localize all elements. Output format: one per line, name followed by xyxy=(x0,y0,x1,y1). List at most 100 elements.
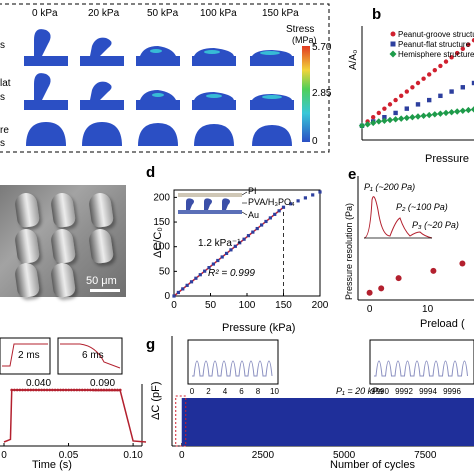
chart-f-point-21 xyxy=(67,388,71,392)
chart-d-xlabel: Pressure (kPa) xyxy=(222,322,296,334)
chart-f-point-10 xyxy=(37,388,41,392)
colorbar-max: 5.70 xyxy=(312,42,332,53)
chart-b-point-1-8 xyxy=(449,89,454,94)
chart-f-xtick-label-1: 0.05 xyxy=(59,450,79,461)
inset-microstructure-1 xyxy=(204,198,212,210)
inset-pi-layer xyxy=(178,193,242,197)
chart-d-point-17 xyxy=(246,234,251,238)
chart-f-point-36 xyxy=(107,388,111,392)
chart-d-point-20 xyxy=(260,223,264,227)
chart-f-point-34 xyxy=(102,388,106,392)
chart-d-ytick-label-0: 0 xyxy=(164,291,170,302)
chart-d-point-7 xyxy=(203,269,207,273)
chart-g-xtick-label-2: 5000 xyxy=(333,450,356,461)
chart-f-point-23 xyxy=(72,388,76,392)
chart-f-point-6 xyxy=(26,388,30,392)
chart-g-inset-right-tick-3: 9996 xyxy=(443,387,461,396)
chart-f-point-8 xyxy=(32,388,35,392)
chart-f-point-14 xyxy=(48,388,52,392)
chart-d-r2: R² = 0.999 xyxy=(208,268,255,279)
colorbar-unit: (MPa) xyxy=(292,35,317,45)
inset-pointer-au xyxy=(241,211,248,216)
inset-au-layer xyxy=(178,210,242,214)
chart-b-point-0-13 xyxy=(432,67,437,73)
panel-letter-e: e xyxy=(348,166,357,183)
chart-b-point-1-4 xyxy=(404,106,409,111)
chart-b-point-1-6 xyxy=(427,97,432,103)
pressure-label-2: 50 kPa xyxy=(147,8,179,19)
chart-f-point-38 xyxy=(113,388,117,392)
chart-f-point-9 xyxy=(34,388,38,392)
chart-d-point-22 xyxy=(268,216,272,220)
chart-b-point-2-10 xyxy=(414,113,422,120)
chart-d-point-4 xyxy=(189,280,194,284)
chart-f-point-11 xyxy=(40,388,43,392)
chart-g-inset-right-tick-1: 9992 xyxy=(395,387,413,396)
chart-g-inset-right-tick-2: 9994 xyxy=(419,387,437,396)
chart-b-point-2-3 xyxy=(375,118,382,125)
chart-g-inset-right-tick-0: 9990 xyxy=(371,387,389,396)
chart-d-ytick-label-3: 150 xyxy=(153,217,170,228)
chart-b-point-2-18 xyxy=(459,107,466,114)
chart-g-xlabel: Number of cycles xyxy=(330,459,415,471)
row-label-3: re xyxy=(0,125,9,136)
chart-d-point-14 xyxy=(233,244,237,248)
pressure-label-4: 150 kPa xyxy=(262,8,299,19)
row-label-1: lat xyxy=(0,78,11,89)
chart-g-zoom-box xyxy=(175,395,187,447)
chart-d-point-5 xyxy=(194,276,198,280)
chart-d-point-25 xyxy=(281,205,286,209)
chart-g-band xyxy=(181,398,474,446)
chart-b-point-0-4 xyxy=(382,106,387,111)
chart-d-ytick-label-2: 100 xyxy=(153,242,170,253)
chart-f-point-28 xyxy=(86,388,90,392)
inset-label-p2: P₂ (~100 Pa) xyxy=(396,202,448,212)
chart-b-point-1-3 xyxy=(393,110,398,116)
inset-tick-fall: 0.090 xyxy=(90,378,116,389)
chart-b-point-2-14 xyxy=(437,110,444,117)
chart-f-point-12 xyxy=(42,388,46,392)
chart-g-inset-left-tick-1: 2 xyxy=(206,387,211,396)
chart-f-point-33 xyxy=(99,388,103,392)
chart-b-point-2-15 xyxy=(442,109,450,117)
chart-g-xtick-label-1: 2500 xyxy=(252,450,275,461)
chart-f-point-39 xyxy=(116,388,119,392)
row-label-2: s xyxy=(0,92,5,103)
chart-g-xtick-label-3: 7500 xyxy=(414,450,437,461)
chart-g-inset-left-tick-3: 6 xyxy=(239,387,244,396)
layer-label-pva: PVA/H₃PO₄ xyxy=(248,197,295,207)
fea-simulation-grid xyxy=(24,29,310,146)
chart-b-legend-marker-2 xyxy=(389,50,397,58)
chart-f-point-35 xyxy=(105,388,109,392)
chart-d-point-1 xyxy=(176,290,180,295)
chart-d-xtick-label-3: 150 xyxy=(275,300,292,311)
chart-d-point-6 xyxy=(198,273,202,277)
chart-b-point-2-12 xyxy=(426,111,433,119)
chart-b-point-2-6 xyxy=(392,116,399,123)
chart-d-ytick-label-4: 200 xyxy=(153,192,170,203)
chart-f-point-37 xyxy=(110,388,114,392)
inset-pointer-pi xyxy=(241,191,248,196)
chart-b-legend-marker-0 xyxy=(390,31,396,37)
chart-d-xtick-label-2: 100 xyxy=(239,300,256,311)
chart-f-point-18 xyxy=(59,388,62,392)
chart-d-point-27 xyxy=(296,199,300,203)
chart-e-point-0 xyxy=(366,289,373,296)
chart-f-point-5 xyxy=(23,388,27,392)
chart-f-point-24 xyxy=(75,388,79,392)
chart-b-point-2-7 xyxy=(398,115,405,122)
chart-f-point-30 xyxy=(91,388,95,392)
row-label-0: s xyxy=(0,40,5,51)
chart-e-point-2 xyxy=(395,275,402,282)
chart-f-point-3 xyxy=(18,388,22,392)
chart-f-point-4 xyxy=(21,388,24,392)
chart-f-point-16 xyxy=(53,388,57,392)
inset-label-p3: P₃ (~20 Pa) xyxy=(412,220,459,230)
chart-f-point-15 xyxy=(51,388,54,392)
chart-g-inset-left-tick-2: 4 xyxy=(223,387,228,396)
scale-bar xyxy=(90,289,120,292)
